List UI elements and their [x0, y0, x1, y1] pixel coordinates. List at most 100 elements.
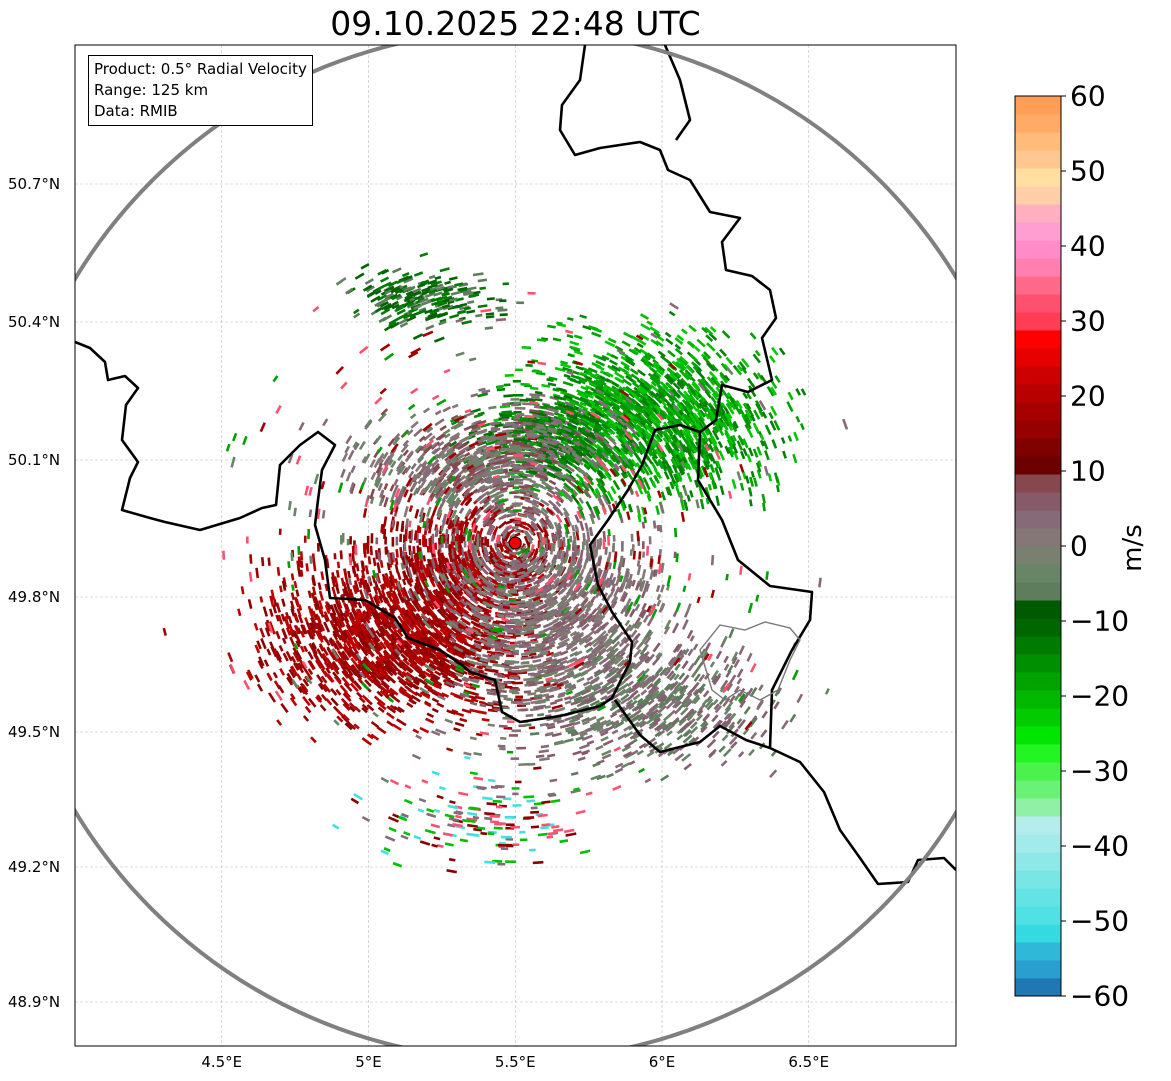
radar-echo: [286, 676, 294, 686]
radar-echo: [269, 595, 275, 607]
radar-echo: [292, 647, 299, 655]
radar-echo: [525, 363, 533, 368]
radar-echo: [377, 667, 387, 677]
radar-echo: [419, 671, 427, 679]
radar-echo: [425, 517, 430, 526]
radar-echo: [350, 664, 358, 673]
radar-echo: [259, 596, 264, 603]
radar-echo: [313, 603, 319, 611]
radar-echo: [471, 534, 475, 541]
radar-echo: [450, 627, 462, 635]
radar-echo: [440, 669, 452, 677]
radar-echo: [348, 705, 356, 713]
radar-echo: [434, 628, 443, 637]
radar-echo: [678, 357, 688, 367]
radar-echo: [469, 708, 481, 714]
radar-echo: [295, 640, 301, 648]
radar-echo: [288, 623, 294, 633]
radar-echo: [545, 651, 555, 657]
radar-echo: [444, 599, 453, 608]
radar-echo: [523, 631, 535, 637]
radar-echo: [387, 590, 393, 598]
radar-echo: [504, 685, 513, 689]
radar-echo: [349, 640, 357, 650]
radar-echo: [454, 721, 465, 728]
radar-echo: [290, 608, 296, 617]
radar-echo: [420, 612, 429, 622]
radar-echo: [412, 683, 420, 690]
radar-echo: [492, 525, 499, 536]
radar-echo: [342, 612, 350, 623]
radar-echo: [290, 573, 295, 581]
radar-echo: [246, 669, 254, 680]
radar-echo: [434, 632, 442, 640]
radar-echo: [335, 584, 340, 594]
radar-echo: [351, 599, 358, 609]
radar-echo: [358, 696, 366, 704]
radar-echo: [486, 538, 490, 548]
radar-echo: [574, 396, 586, 403]
radar-echo: [431, 533, 435, 545]
radar-echo: [429, 576, 436, 586]
radar-echo: [332, 630, 338, 638]
radar-echo: [395, 521, 400, 532]
radar-echo: [415, 552, 420, 563]
radar-echo: [396, 629, 404, 638]
radar-echo: [259, 627, 266, 638]
radar-echo: [421, 657, 430, 664]
radar-echo: [655, 334, 665, 342]
radar-echo: [385, 575, 390, 583]
radar-echo: [642, 465, 650, 476]
radar-echo: [320, 693, 328, 702]
radar-echo: [410, 649, 418, 657]
radar-echo: [307, 697, 317, 708]
radar-echo: [738, 407, 746, 417]
radar-echo: [336, 561, 341, 569]
radar-echo: [731, 434, 737, 442]
radar-echo: [627, 431, 634, 438]
radar-echo: [375, 629, 382, 638]
radar-echo: [264, 627, 271, 637]
radar-echo: [318, 660, 326, 671]
radar-echo: [431, 559, 436, 569]
radar-echo: [409, 674, 420, 683]
radar-echo: [521, 346, 532, 350]
radar-echo: [308, 660, 316, 670]
radar-echo: [329, 653, 336, 661]
radar-echo: [371, 575, 377, 584]
radar-echo: [337, 659, 344, 668]
radar-echo: [512, 379, 521, 383]
radar-echo: [454, 677, 463, 683]
radar-echo: [377, 661, 384, 668]
radar-echo: [486, 524, 493, 536]
radar-echo: [245, 671, 253, 681]
radar-echo: [361, 694, 371, 704]
radar-echo: [513, 698, 522, 702]
radar-echo: [556, 490, 564, 498]
radar-echo: [334, 628, 341, 638]
radar-echo: [354, 706, 361, 713]
radar-echo: [589, 507, 596, 519]
radar-echo: [340, 665, 349, 675]
radar-echo: [396, 671, 405, 679]
radar-echo: [278, 585, 283, 593]
radar-echo: [453, 694, 464, 700]
radar-echo: [307, 651, 314, 660]
radar-echo: [378, 595, 384, 604]
radar-echo: [389, 622, 398, 633]
radar-echo: [408, 698, 416, 705]
radar-echo: [341, 650, 350, 661]
radar-echo: [425, 522, 430, 532]
radar-echo: [483, 504, 493, 514]
radar-echo: [349, 536, 352, 545]
radar-echo: [436, 691, 445, 698]
radar-echo: [342, 692, 352, 702]
radar-echo: [421, 690, 431, 698]
radar-echo: [520, 577, 530, 582]
radar-echo: [424, 701, 432, 708]
radar-echo: [361, 561, 366, 572]
radar-echo: [504, 668, 512, 672]
radar-echo: [318, 644, 325, 652]
radar-echo: [342, 713, 350, 722]
radar-echo: [631, 432, 640, 442]
